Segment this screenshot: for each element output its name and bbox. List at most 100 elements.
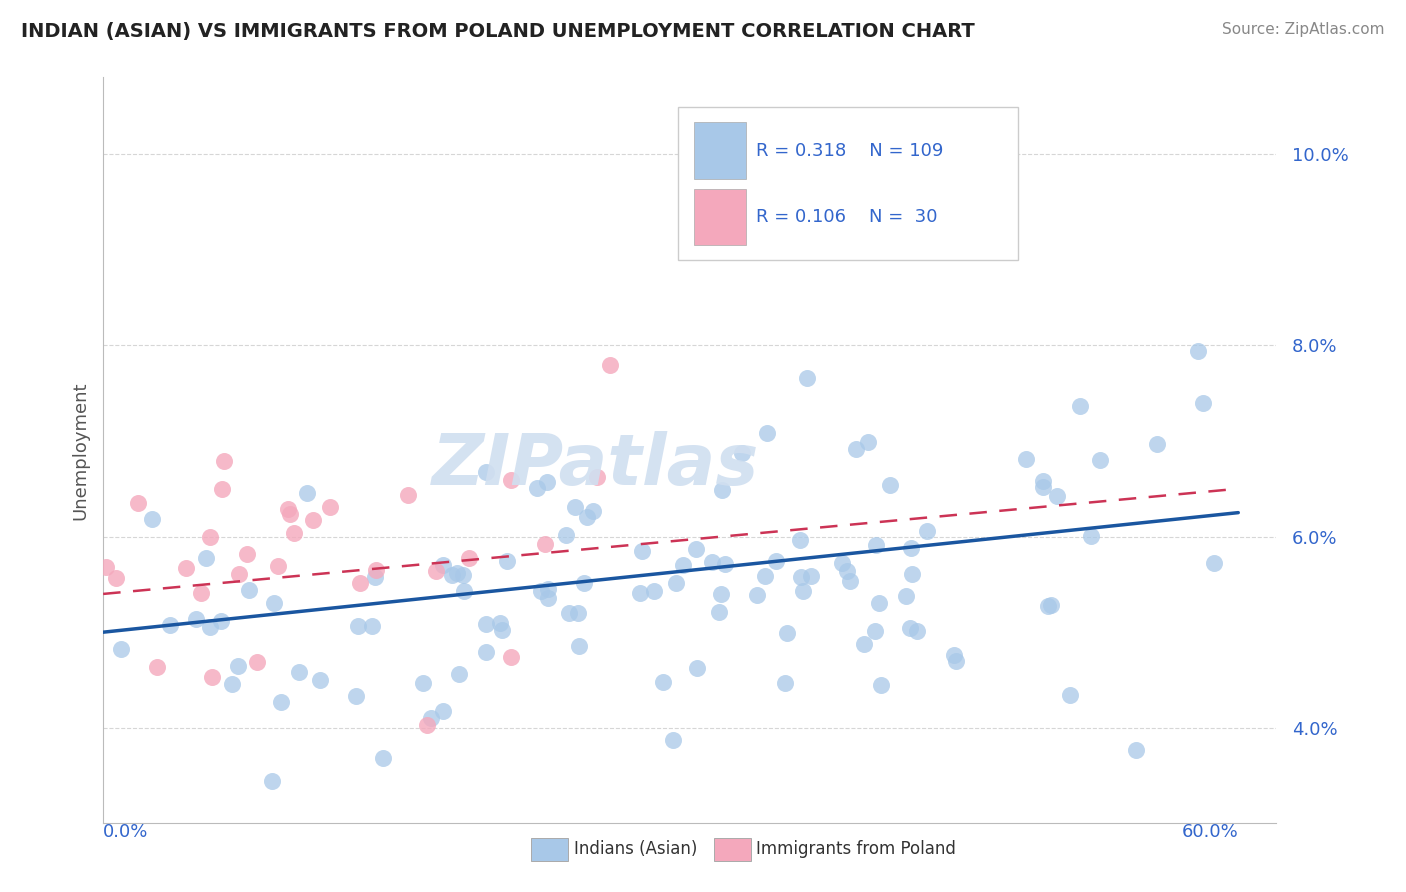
Point xyxy=(278,507,301,521)
Point xyxy=(837,564,859,578)
Point xyxy=(567,607,589,621)
Point xyxy=(457,551,479,566)
Point xyxy=(201,670,224,684)
Point xyxy=(852,637,875,651)
Point xyxy=(446,566,468,580)
Point xyxy=(277,502,299,516)
Point xyxy=(267,559,290,574)
Point xyxy=(283,525,305,540)
Point xyxy=(755,425,778,440)
Point xyxy=(1192,396,1215,410)
Point xyxy=(530,584,553,599)
Point xyxy=(209,614,232,628)
Point xyxy=(1032,475,1054,489)
Point xyxy=(501,473,523,487)
Point xyxy=(1014,451,1036,466)
Point xyxy=(96,559,118,574)
Point xyxy=(453,584,475,599)
Point xyxy=(420,711,443,725)
Point xyxy=(1059,688,1081,702)
Point xyxy=(731,446,754,460)
Point xyxy=(536,591,558,605)
Point xyxy=(440,568,463,582)
Point xyxy=(496,554,519,568)
Point xyxy=(845,442,868,457)
Point xyxy=(211,482,233,496)
Point xyxy=(344,689,367,703)
Point xyxy=(863,624,886,638)
Point xyxy=(295,486,318,500)
Point xyxy=(1080,529,1102,543)
Point xyxy=(1036,599,1059,613)
Text: 60.0%: 60.0% xyxy=(1181,823,1239,841)
Point xyxy=(1204,556,1226,570)
Point xyxy=(869,596,891,610)
Point xyxy=(707,605,730,619)
Point xyxy=(288,665,311,679)
Point xyxy=(628,586,651,600)
Point xyxy=(221,677,243,691)
Point xyxy=(879,477,901,491)
Point xyxy=(361,618,384,632)
Point xyxy=(800,569,823,583)
FancyBboxPatch shape xyxy=(695,122,747,179)
Point xyxy=(943,648,966,662)
Point xyxy=(412,676,434,690)
Point xyxy=(915,524,938,538)
Point xyxy=(685,541,707,556)
Point xyxy=(831,556,853,570)
Point xyxy=(564,500,586,514)
Point xyxy=(432,704,454,718)
Point xyxy=(489,616,512,631)
Point xyxy=(260,773,283,788)
Point xyxy=(349,575,371,590)
Point xyxy=(226,659,249,673)
Point xyxy=(643,584,665,599)
Point xyxy=(474,465,496,479)
Point xyxy=(451,567,474,582)
Point xyxy=(416,717,439,731)
Point xyxy=(105,571,128,585)
Point xyxy=(396,488,419,502)
Point xyxy=(900,567,922,582)
Point xyxy=(246,656,269,670)
Point xyxy=(1032,480,1054,494)
Text: Immigrants from Poland: Immigrants from Poland xyxy=(756,840,956,858)
Point xyxy=(1146,436,1168,450)
Text: ZIPatlas: ZIPatlas xyxy=(432,431,759,500)
Text: Source: ZipAtlas.com: Source: ZipAtlas.com xyxy=(1222,22,1385,37)
Point xyxy=(212,454,235,468)
Text: R = 0.318    N = 109: R = 0.318 N = 109 xyxy=(756,142,943,160)
Point xyxy=(198,530,221,544)
FancyBboxPatch shape xyxy=(678,107,1018,260)
Point xyxy=(945,654,967,668)
Point xyxy=(1125,742,1147,756)
FancyBboxPatch shape xyxy=(695,188,747,245)
Point xyxy=(576,509,599,524)
Point xyxy=(754,569,776,583)
Point xyxy=(672,558,695,572)
Point xyxy=(662,732,685,747)
Point xyxy=(364,570,387,584)
Point xyxy=(856,435,879,450)
Point xyxy=(865,538,887,552)
Point xyxy=(1046,490,1069,504)
Text: 0.0%: 0.0% xyxy=(103,823,149,841)
Y-axis label: Unemployment: Unemployment xyxy=(72,381,89,520)
Point xyxy=(364,563,387,577)
Point xyxy=(713,557,735,571)
Point xyxy=(318,500,340,515)
Point xyxy=(198,620,221,634)
Point xyxy=(896,589,918,603)
Point xyxy=(228,566,250,581)
Point xyxy=(146,659,169,673)
Point xyxy=(1090,452,1112,467)
Point xyxy=(1069,399,1091,413)
Point xyxy=(110,641,132,656)
Point xyxy=(1040,598,1063,612)
Point xyxy=(534,537,557,551)
Point xyxy=(537,582,560,596)
Point xyxy=(555,528,578,542)
Point xyxy=(572,575,595,590)
Point xyxy=(869,677,891,691)
